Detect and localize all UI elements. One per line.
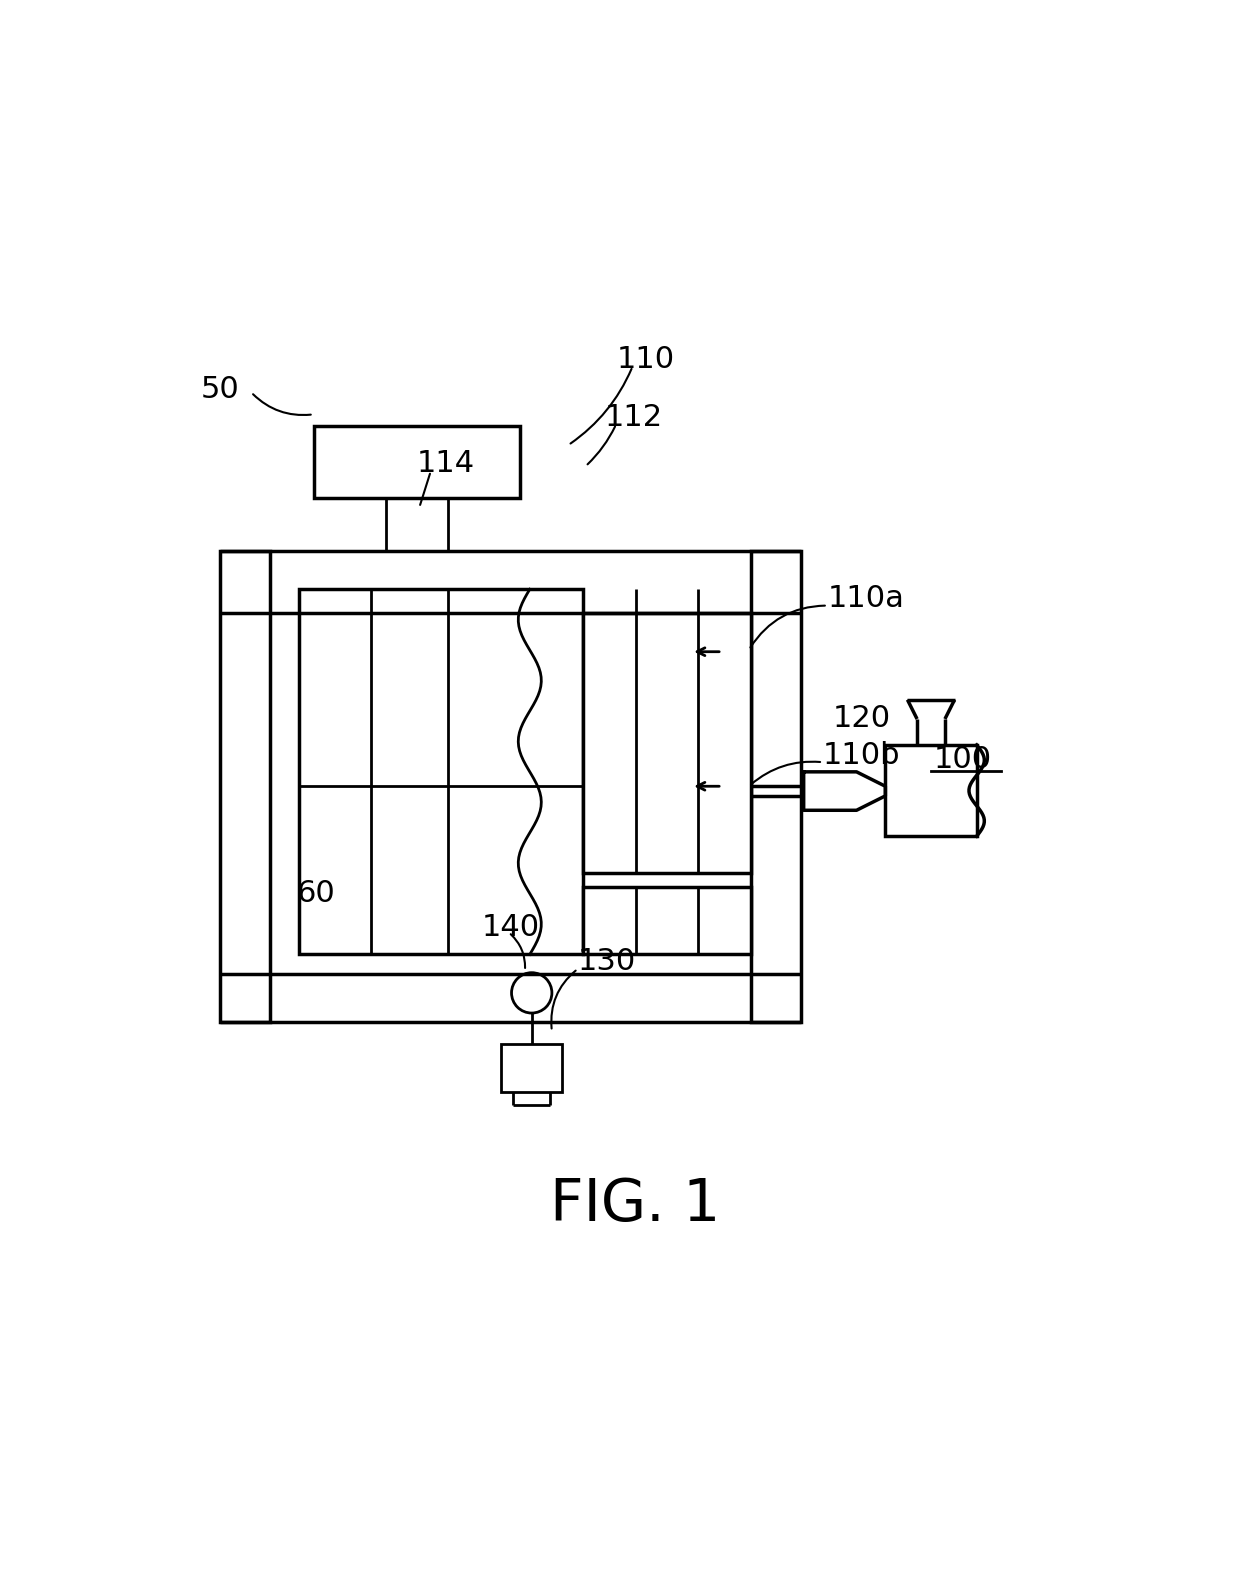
Text: 120: 120 [832, 705, 890, 734]
Bar [583, 887, 750, 954]
Text: 112: 112 [605, 402, 663, 432]
Bar [314, 426, 521, 498]
Bar [221, 550, 270, 1022]
Text: 110a: 110a [828, 584, 904, 614]
Text: 114: 114 [417, 448, 475, 478]
Bar [583, 612, 750, 872]
Bar [885, 745, 977, 836]
Text: 110: 110 [616, 345, 675, 375]
Bar [299, 589, 583, 954]
Bar [751, 550, 801, 1022]
Polygon shape [804, 772, 885, 810]
Text: 110b: 110b [823, 742, 900, 770]
Text: FIG. 1: FIG. 1 [551, 1176, 720, 1233]
Text: 50: 50 [201, 375, 239, 404]
Text: 60: 60 [298, 879, 336, 909]
Text: 100: 100 [934, 745, 992, 774]
Bar [501, 1043, 563, 1093]
Text: 140: 140 [481, 912, 539, 943]
Text: 130: 130 [578, 947, 636, 976]
